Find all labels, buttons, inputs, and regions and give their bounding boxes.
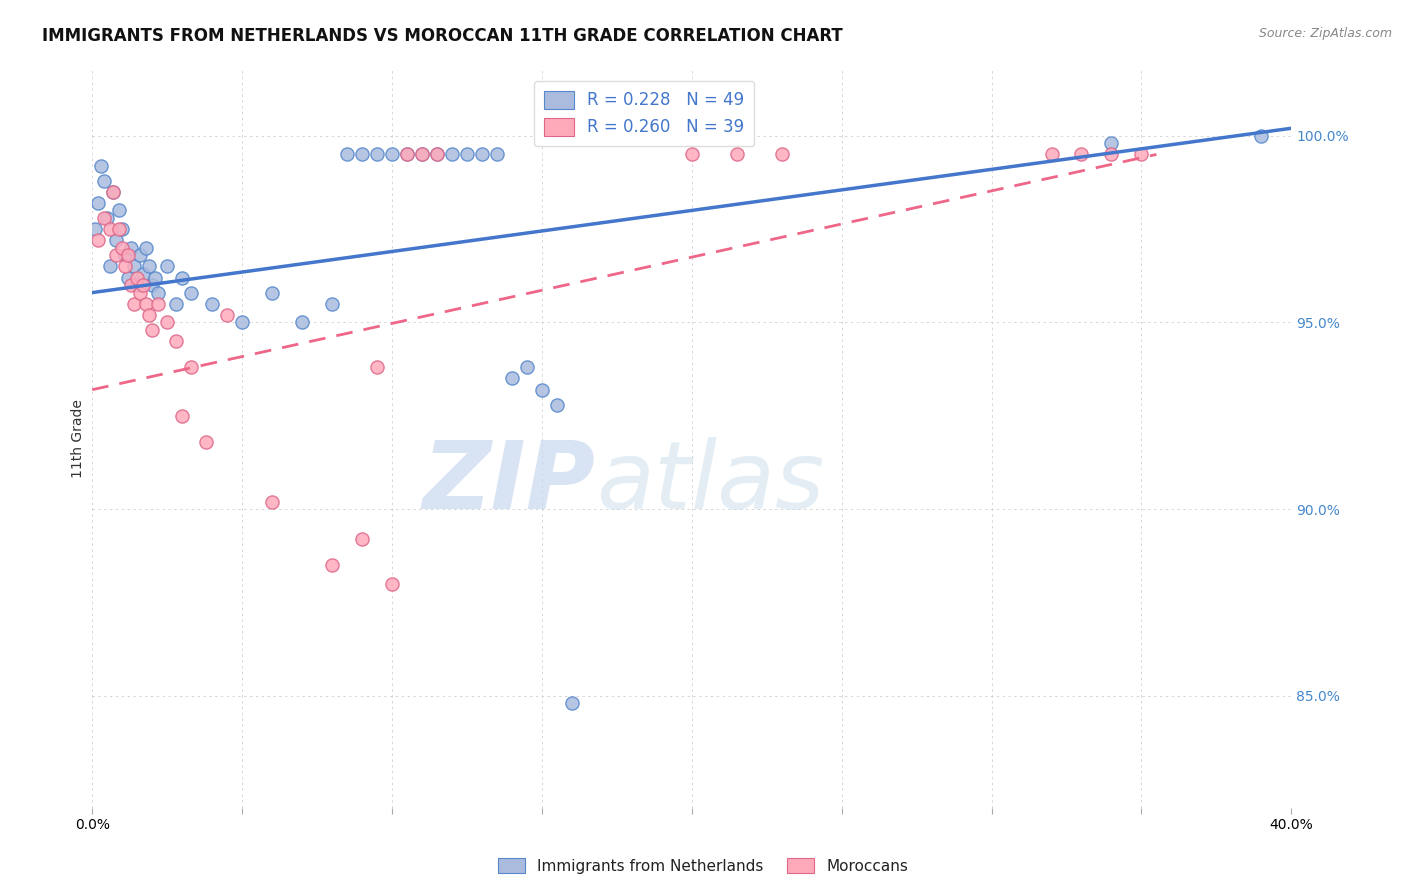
Point <box>87 196 110 211</box>
Point <box>456 147 478 161</box>
Point <box>135 241 157 255</box>
Point <box>321 297 343 311</box>
Point <box>93 211 115 225</box>
Point <box>141 323 163 337</box>
Point <box>381 577 404 591</box>
Point <box>426 147 449 161</box>
Point <box>84 222 107 236</box>
Point <box>1040 147 1063 161</box>
Point <box>516 360 538 375</box>
Point <box>725 147 748 161</box>
Point <box>411 147 433 161</box>
Point <box>681 147 703 161</box>
Point <box>291 316 314 330</box>
Point <box>172 409 194 423</box>
Point <box>350 147 373 161</box>
Point <box>120 241 142 255</box>
Point <box>395 147 418 161</box>
Point <box>122 297 145 311</box>
Point <box>546 398 568 412</box>
Point <box>260 494 283 508</box>
Point <box>117 270 139 285</box>
Point <box>114 248 136 262</box>
Point <box>180 285 202 300</box>
Text: atlas: atlas <box>596 437 824 528</box>
Point <box>101 185 124 199</box>
Point <box>135 297 157 311</box>
Text: ZIP: ZIP <box>423 436 596 529</box>
Point <box>98 222 121 236</box>
Point <box>195 435 218 450</box>
Legend: R = 0.228   N = 49, R = 0.260   N = 39: R = 0.228 N = 49, R = 0.260 N = 39 <box>533 80 754 146</box>
Point <box>111 222 134 236</box>
Point <box>1101 136 1123 151</box>
Point <box>117 248 139 262</box>
Point <box>366 147 388 161</box>
Text: IMMIGRANTS FROM NETHERLANDS VS MOROCCAN 11TH GRADE CORRELATION CHART: IMMIGRANTS FROM NETHERLANDS VS MOROCCAN … <box>42 27 844 45</box>
Point <box>440 147 463 161</box>
Point <box>141 278 163 293</box>
Point <box>98 260 121 274</box>
Point <box>114 260 136 274</box>
Point <box>146 297 169 311</box>
Point <box>1130 147 1153 161</box>
Point <box>165 334 187 348</box>
Point <box>129 285 152 300</box>
Point <box>96 211 118 225</box>
Point <box>350 532 373 546</box>
Point <box>108 203 131 218</box>
Point <box>217 308 239 322</box>
Point <box>180 360 202 375</box>
Point <box>132 278 155 293</box>
Point <box>127 270 149 285</box>
Point <box>129 248 152 262</box>
Point <box>127 278 149 293</box>
Point <box>146 285 169 300</box>
Point <box>156 316 179 330</box>
Point <box>1250 128 1272 143</box>
Point <box>530 383 553 397</box>
Point <box>105 248 128 262</box>
Point <box>395 147 418 161</box>
Point <box>165 297 187 311</box>
Point <box>156 260 179 274</box>
Point <box>108 222 131 236</box>
Point <box>426 147 449 161</box>
Point <box>1101 147 1123 161</box>
Point <box>231 316 253 330</box>
Point <box>93 173 115 187</box>
Point <box>321 558 343 573</box>
Point <box>260 285 283 300</box>
Point <box>111 241 134 255</box>
Point <box>201 297 224 311</box>
Point <box>471 147 494 161</box>
Text: Source: ZipAtlas.com: Source: ZipAtlas.com <box>1258 27 1392 40</box>
Point <box>770 147 793 161</box>
Point <box>105 233 128 247</box>
Point <box>90 159 112 173</box>
Legend: Immigrants from Netherlands, Moroccans: Immigrants from Netherlands, Moroccans <box>492 852 914 880</box>
Point <box>132 267 155 281</box>
Y-axis label: 11th Grade: 11th Grade <box>72 399 86 478</box>
Point <box>143 270 166 285</box>
Point <box>172 270 194 285</box>
Point <box>122 260 145 274</box>
Point <box>381 147 404 161</box>
Point <box>485 147 508 161</box>
Point <box>101 185 124 199</box>
Point <box>336 147 359 161</box>
Point <box>120 278 142 293</box>
Point <box>87 233 110 247</box>
Point <box>561 697 583 711</box>
Point <box>138 308 160 322</box>
Point <box>138 260 160 274</box>
Point <box>1070 147 1092 161</box>
Point <box>411 147 433 161</box>
Point <box>501 371 523 385</box>
Point <box>366 360 388 375</box>
